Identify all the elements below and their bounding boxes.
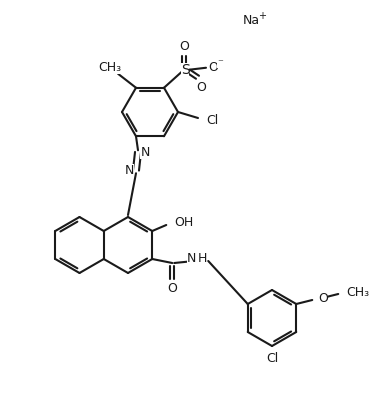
Text: OH: OH bbox=[174, 217, 194, 230]
Text: Na: Na bbox=[243, 14, 260, 27]
Text: O: O bbox=[196, 81, 206, 94]
Text: O: O bbox=[318, 291, 328, 304]
Text: Cl: Cl bbox=[206, 113, 218, 127]
Text: CH₃: CH₃ bbox=[346, 285, 369, 298]
Text: +: + bbox=[258, 11, 266, 21]
Text: N: N bbox=[124, 164, 134, 177]
Text: H: H bbox=[197, 252, 207, 265]
Text: CH₃: CH₃ bbox=[99, 61, 121, 74]
Text: ⁻: ⁻ bbox=[217, 58, 223, 68]
Text: Cl: Cl bbox=[266, 353, 278, 365]
Text: O: O bbox=[167, 281, 177, 295]
Text: N: N bbox=[187, 252, 196, 265]
Text: O: O bbox=[179, 40, 189, 53]
Text: N: N bbox=[140, 146, 150, 159]
Text: S: S bbox=[181, 63, 189, 77]
Text: O: O bbox=[208, 61, 218, 74]
